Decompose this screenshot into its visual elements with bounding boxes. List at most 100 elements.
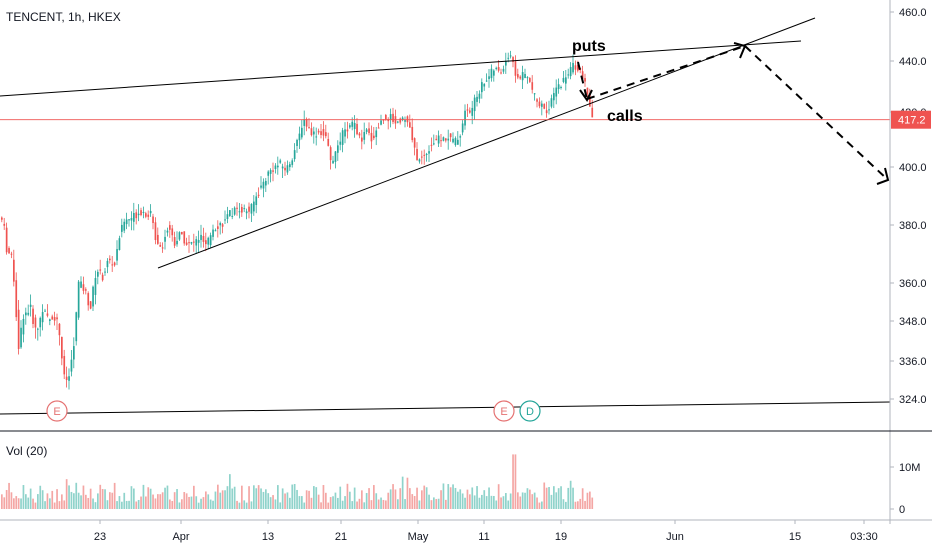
candle-body [361, 137, 363, 142]
candle-body [92, 286, 94, 307]
candle-body [485, 80, 488, 82]
y-tick-label: 400.0 [899, 162, 927, 174]
volume-bar [385, 500, 387, 509]
volume-bar [541, 501, 543, 509]
volume-bar [370, 500, 373, 509]
candle-body [344, 129, 346, 137]
volume-bar [118, 496, 121, 509]
candle-body [85, 289, 87, 291]
candle-body [269, 170, 272, 174]
volume-bar [442, 483, 445, 509]
volume-bar [101, 489, 104, 509]
volume-bar [166, 485, 169, 509]
volume-bar [495, 500, 498, 509]
candle-body [39, 317, 42, 328]
candle-body [49, 319, 51, 321]
volume-bar [226, 486, 229, 509]
candle-body [440, 140, 442, 142]
volume-bar [423, 485, 426, 509]
candle-body [51, 316, 54, 320]
candle-body [255, 196, 258, 206]
arrow-head [579, 89, 593, 102]
candle-body [262, 181, 265, 189]
volume-bar [29, 488, 32, 509]
candle-body [154, 222, 157, 241]
candle-body [109, 258, 111, 261]
volume-bar [397, 499, 399, 509]
volume-bar [437, 498, 440, 509]
candle-body [89, 301, 92, 309]
volume-bar [471, 487, 474, 509]
y-tick-label: 440.0 [899, 56, 927, 68]
volume-bar [289, 497, 291, 509]
y-tick-label: 380.0 [899, 220, 927, 232]
candle-body [524, 73, 526, 78]
candle-body [454, 138, 457, 146]
candle-body [363, 132, 366, 140]
volume-bar [351, 501, 354, 509]
volume-bar [533, 492, 536, 509]
volume-bar [185, 493, 188, 509]
drawings-layer: puts calls E E D [0, 17, 891, 422]
volume-bar [257, 485, 260, 509]
volume-bar [483, 490, 486, 509]
y-tick-label: 348.0 [899, 316, 927, 328]
volume-bar [32, 498, 34, 509]
volume-bar [466, 489, 469, 509]
candle-body [519, 76, 522, 79]
candle-body [356, 123, 358, 135]
volume-bar [543, 482, 546, 509]
volume-bar [231, 488, 234, 509]
volume-bar [377, 499, 380, 509]
volume-bar [315, 487, 318, 509]
volume-bar [562, 499, 565, 509]
candle-body [591, 107, 594, 118]
x-tick-label: May [408, 531, 429, 543]
candle-body [152, 216, 154, 224]
candle-body [406, 116, 409, 123]
volume-bar [13, 498, 15, 509]
bottom-trendline [0, 401, 891, 415]
volume-bar [10, 492, 13, 509]
volume-bar [1, 494, 3, 509]
volume-bar [399, 488, 402, 509]
candle-body [140, 210, 142, 216]
candle-body [99, 269, 102, 271]
candle-body [61, 336, 63, 359]
candle-body [339, 141, 342, 145]
candle-body [25, 312, 27, 316]
volume-bar [214, 491, 217, 509]
volume-bar [358, 498, 361, 509]
candle-body [298, 133, 301, 141]
candle-body [373, 135, 375, 139]
candle-body [411, 126, 414, 141]
volume-bar [485, 496, 488, 509]
candle-body [433, 143, 435, 145]
event-marker-earnings [46, 400, 68, 422]
candle-body [404, 120, 406, 122]
candle-body [128, 219, 130, 221]
candle-body [512, 57, 514, 63]
x-tick-label: 23 [94, 531, 106, 543]
volume-bar [591, 497, 594, 509]
candle-body [301, 127, 303, 138]
candle-body [171, 228, 174, 236]
candle-body [245, 211, 248, 214]
volume-bar [241, 485, 243, 509]
volume-bar [121, 501, 123, 509]
candle-body [20, 327, 22, 348]
volume-bar [332, 496, 334, 509]
candle-body [409, 122, 411, 128]
candle-body [41, 312, 44, 323]
volume-bar [586, 492, 589, 509]
volume-bar [421, 490, 423, 509]
candle-body [334, 151, 337, 162]
volume-bar [173, 492, 176, 509]
candle-body [197, 239, 200, 243]
candle-body [389, 114, 392, 120]
candle-body [526, 77, 529, 79]
candle-body [493, 70, 495, 76]
candle-body [274, 165, 277, 170]
